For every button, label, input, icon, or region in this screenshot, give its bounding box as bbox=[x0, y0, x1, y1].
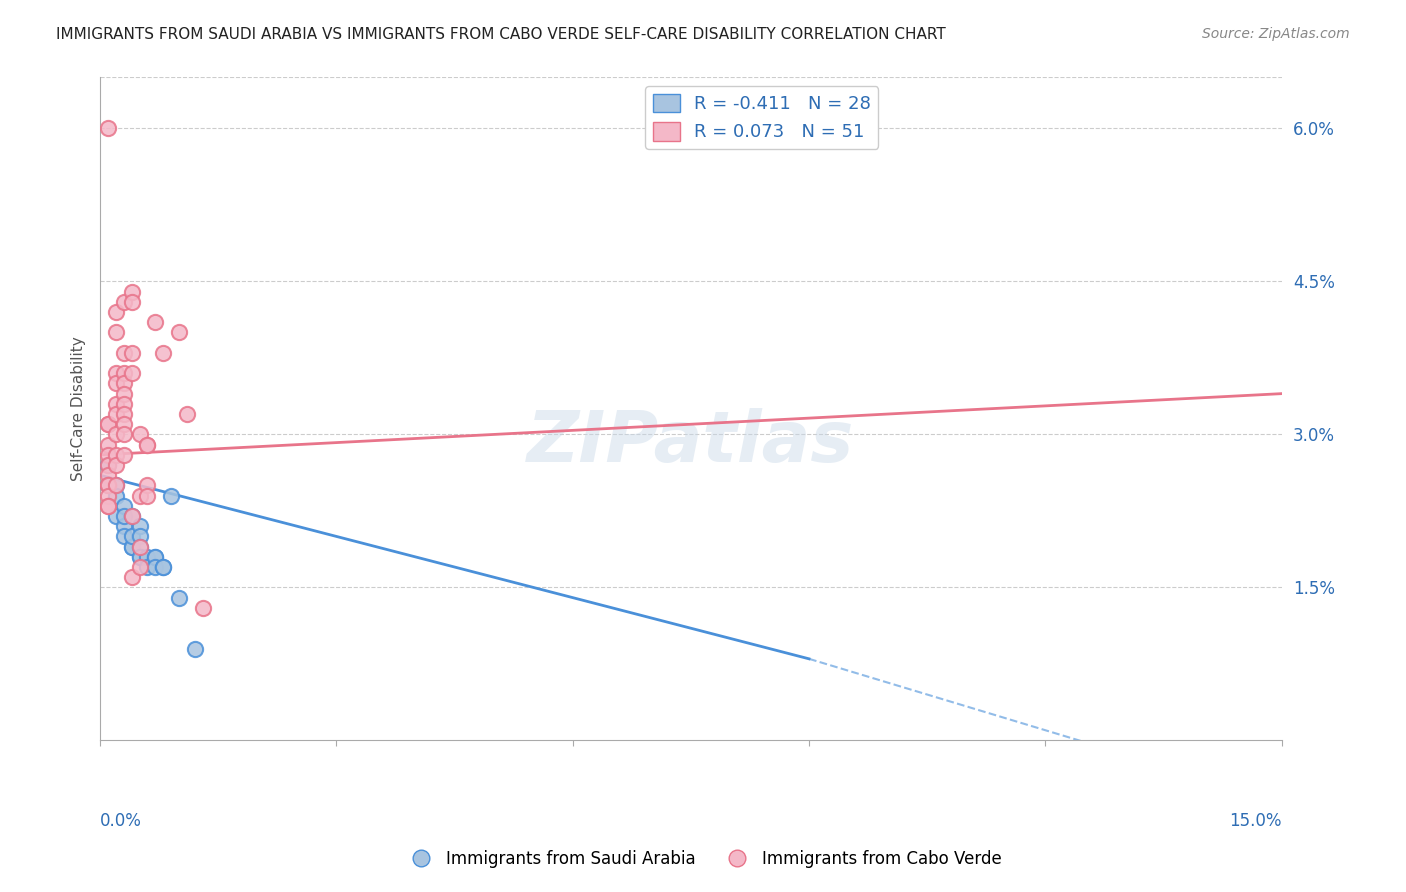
Point bbox=[143, 315, 166, 329]
Point bbox=[112, 386, 135, 401]
Point bbox=[191, 600, 214, 615]
Point bbox=[167, 326, 190, 340]
Text: 0.0%: 0.0% bbox=[100, 812, 142, 830]
Point bbox=[152, 346, 174, 360]
Point bbox=[104, 489, 127, 503]
Point bbox=[97, 417, 120, 432]
Point bbox=[104, 478, 127, 492]
Point bbox=[97, 499, 120, 513]
Point bbox=[97, 437, 120, 451]
Point bbox=[112, 417, 135, 432]
Point bbox=[97, 468, 120, 483]
Point bbox=[143, 549, 166, 564]
Point bbox=[112, 509, 135, 524]
Point bbox=[136, 478, 159, 492]
Y-axis label: Self-Care Disability: Self-Care Disability bbox=[72, 336, 86, 482]
Point bbox=[97, 417, 120, 432]
Point bbox=[112, 294, 135, 309]
Text: ZIPatlas: ZIPatlas bbox=[527, 408, 855, 476]
Point bbox=[121, 509, 143, 524]
Point bbox=[121, 529, 143, 543]
Point bbox=[167, 591, 190, 605]
Point bbox=[97, 121, 120, 136]
Point bbox=[128, 549, 150, 564]
Point bbox=[97, 499, 120, 513]
Point bbox=[97, 478, 120, 492]
Point bbox=[104, 458, 127, 472]
Point bbox=[112, 346, 135, 360]
Point bbox=[121, 285, 143, 299]
Point bbox=[112, 376, 135, 391]
Point bbox=[176, 407, 198, 421]
Point bbox=[112, 529, 135, 543]
Point bbox=[152, 560, 174, 574]
Point bbox=[112, 499, 135, 513]
Point bbox=[112, 427, 135, 442]
Point bbox=[128, 540, 150, 554]
Point bbox=[136, 549, 159, 564]
Point bbox=[121, 294, 143, 309]
Point bbox=[128, 519, 150, 533]
Point bbox=[128, 489, 150, 503]
Point bbox=[104, 397, 127, 411]
Point bbox=[136, 489, 159, 503]
Text: Source: ZipAtlas.com: Source: ZipAtlas.com bbox=[1202, 27, 1350, 41]
Point bbox=[97, 478, 120, 492]
Point bbox=[112, 366, 135, 380]
Point bbox=[128, 427, 150, 442]
Point bbox=[97, 489, 120, 503]
Point bbox=[112, 407, 135, 421]
Point bbox=[143, 560, 166, 574]
Point bbox=[121, 540, 143, 554]
Point bbox=[97, 458, 120, 472]
Point bbox=[121, 346, 143, 360]
Point bbox=[136, 560, 159, 574]
Text: 15.0%: 15.0% bbox=[1229, 812, 1282, 830]
Point bbox=[104, 376, 127, 391]
Point bbox=[136, 437, 159, 451]
Point bbox=[104, 366, 127, 380]
Legend: Immigrants from Saudi Arabia, Immigrants from Cabo Verde: Immigrants from Saudi Arabia, Immigrants… bbox=[398, 844, 1008, 875]
Legend: R = -0.411   N = 28, R = 0.073   N = 51: R = -0.411 N = 28, R = 0.073 N = 51 bbox=[645, 87, 879, 149]
Point bbox=[104, 427, 127, 442]
Point bbox=[183, 641, 205, 656]
Point bbox=[121, 540, 143, 554]
Point bbox=[97, 478, 120, 492]
Point bbox=[104, 509, 127, 524]
Point bbox=[128, 540, 150, 554]
Point bbox=[160, 489, 183, 503]
Point bbox=[112, 397, 135, 411]
Point bbox=[112, 519, 135, 533]
Point bbox=[128, 560, 150, 574]
Point bbox=[143, 549, 166, 564]
Point bbox=[97, 448, 120, 462]
Point bbox=[104, 407, 127, 421]
Point bbox=[104, 478, 127, 492]
Point bbox=[121, 509, 143, 524]
Point bbox=[104, 448, 127, 462]
Point bbox=[121, 366, 143, 380]
Text: IMMIGRANTS FROM SAUDI ARABIA VS IMMIGRANTS FROM CABO VERDE SELF-CARE DISABILITY : IMMIGRANTS FROM SAUDI ARABIA VS IMMIGRAN… bbox=[56, 27, 946, 42]
Point bbox=[104, 326, 127, 340]
Point bbox=[112, 448, 135, 462]
Point bbox=[104, 305, 127, 319]
Point bbox=[128, 529, 150, 543]
Point bbox=[97, 458, 120, 472]
Point bbox=[121, 570, 143, 584]
Point bbox=[128, 549, 150, 564]
Point bbox=[136, 437, 159, 451]
Point bbox=[152, 560, 174, 574]
